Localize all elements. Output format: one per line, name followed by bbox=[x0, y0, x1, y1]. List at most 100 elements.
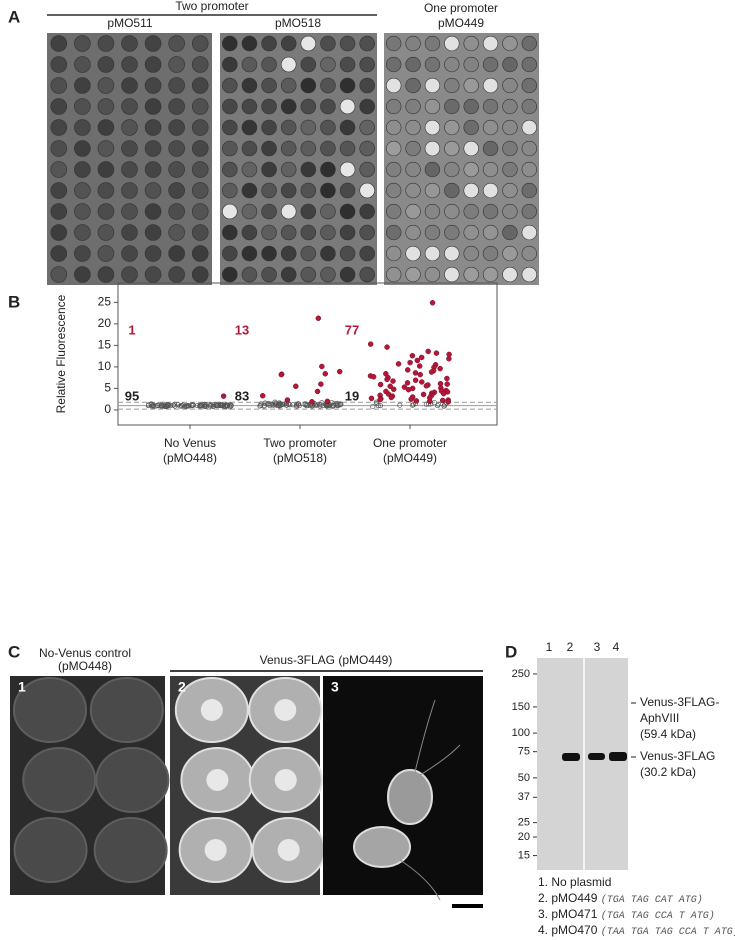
colony-spot bbox=[359, 182, 375, 199]
colony-spot bbox=[386, 98, 402, 115]
low-point bbox=[208, 402, 214, 408]
colony-spot bbox=[168, 140, 185, 157]
marker-label: 20 bbox=[518, 831, 530, 843]
colony-spot bbox=[463, 266, 479, 283]
colony-spot bbox=[339, 161, 356, 178]
colony-spot bbox=[463, 161, 479, 178]
colony-spot bbox=[339, 224, 356, 241]
colony-spot bbox=[521, 182, 537, 199]
high-point bbox=[293, 383, 299, 390]
scale-bar bbox=[452, 904, 483, 908]
y-tick-label: 20 bbox=[98, 316, 112, 330]
colony-spot bbox=[521, 35, 537, 52]
cell bbox=[387, 769, 433, 825]
colony-spot bbox=[50, 182, 68, 199]
marker-label: 100 bbox=[512, 727, 530, 739]
high-point bbox=[425, 348, 431, 355]
low-point bbox=[262, 400, 268, 406]
colony-spot bbox=[168, 35, 185, 52]
marker-label: 15 bbox=[518, 849, 530, 861]
colony-spot bbox=[121, 98, 138, 115]
high-point bbox=[413, 398, 420, 404]
colony-spot bbox=[280, 224, 297, 241]
colony-spot bbox=[280, 161, 297, 178]
colony-spot bbox=[482, 182, 499, 199]
low-point bbox=[317, 402, 323, 408]
colony-spot bbox=[222, 182, 238, 199]
colony-spot bbox=[339, 203, 356, 220]
colony-spot bbox=[261, 245, 277, 262]
colony-spot bbox=[144, 98, 162, 115]
colony-spot bbox=[97, 56, 115, 73]
plates bbox=[47, 33, 539, 285]
colony-spot bbox=[300, 56, 317, 73]
band-annotation: Venus-3FLAG bbox=[640, 749, 715, 763]
low-point bbox=[397, 402, 403, 408]
y-tick-label: 15 bbox=[98, 338, 112, 352]
colony-spot bbox=[405, 98, 421, 115]
low-point bbox=[228, 403, 234, 409]
colony-spot bbox=[74, 161, 91, 178]
colony-spot bbox=[502, 161, 518, 178]
colony-spot bbox=[241, 140, 258, 157]
y-tick-label: 5 bbox=[104, 381, 111, 395]
high-point bbox=[439, 397, 446, 404]
colony-spot bbox=[50, 77, 68, 94]
colony-spot bbox=[168, 266, 185, 283]
colony-spot bbox=[359, 56, 375, 73]
low-point bbox=[337, 401, 344, 407]
marker-label: 250 bbox=[512, 668, 530, 680]
x-tick-sublabel: (pMO448) bbox=[163, 451, 217, 465]
colony-spot bbox=[222, 98, 238, 115]
band-annotation: (59.4 kDa) bbox=[640, 727, 696, 741]
high-point bbox=[284, 397, 291, 403]
colony-spot bbox=[502, 224, 518, 241]
x-tick-label: No Venus bbox=[164, 436, 216, 450]
band-annotation: Venus-3FLAG- bbox=[640, 695, 719, 709]
colony-spot bbox=[241, 35, 258, 52]
colony-spot bbox=[222, 77, 238, 94]
colony-spot bbox=[222, 140, 238, 157]
low-point bbox=[320, 403, 326, 409]
colony-spot bbox=[222, 224, 238, 241]
colony-spot bbox=[405, 140, 421, 157]
high-point bbox=[383, 388, 389, 395]
colony-spot bbox=[144, 140, 162, 157]
colony-spot bbox=[261, 77, 277, 94]
colony-spot bbox=[50, 224, 68, 241]
high-point bbox=[278, 371, 285, 378]
high-point bbox=[423, 383, 430, 389]
high-point bbox=[446, 355, 452, 362]
plate-label: pMO449 bbox=[438, 16, 484, 30]
image-title: (pMO448) bbox=[58, 659, 112, 673]
colony-spot bbox=[222, 245, 238, 262]
colony-spot bbox=[339, 35, 356, 52]
low-point bbox=[435, 401, 442, 407]
colony-spot bbox=[300, 161, 317, 178]
colony-spot bbox=[386, 245, 402, 262]
high-point bbox=[405, 386, 412, 393]
high-point bbox=[429, 300, 436, 306]
marker-label: 25 bbox=[518, 817, 530, 829]
low-point bbox=[185, 403, 191, 409]
colony-spot bbox=[386, 266, 402, 283]
high-point bbox=[408, 396, 414, 402]
colony-spot bbox=[502, 266, 518, 283]
colony-spot bbox=[502, 56, 518, 73]
colony-spot bbox=[463, 140, 479, 157]
colony-spot bbox=[300, 245, 317, 262]
colony-spot bbox=[241, 224, 258, 241]
high-point bbox=[404, 367, 411, 373]
colony-spot bbox=[359, 140, 375, 157]
cell bbox=[13, 817, 88, 883]
low-point bbox=[423, 401, 429, 407]
low-count: 19 bbox=[345, 388, 359, 403]
colony-spot bbox=[339, 182, 356, 199]
colony-spot bbox=[521, 119, 537, 136]
colony-spot bbox=[97, 140, 115, 157]
low-point bbox=[208, 402, 214, 408]
panel-letter: C bbox=[8, 642, 20, 661]
low-point bbox=[302, 402, 308, 408]
panel-letter: B bbox=[8, 292, 20, 311]
cell-core bbox=[200, 699, 223, 721]
